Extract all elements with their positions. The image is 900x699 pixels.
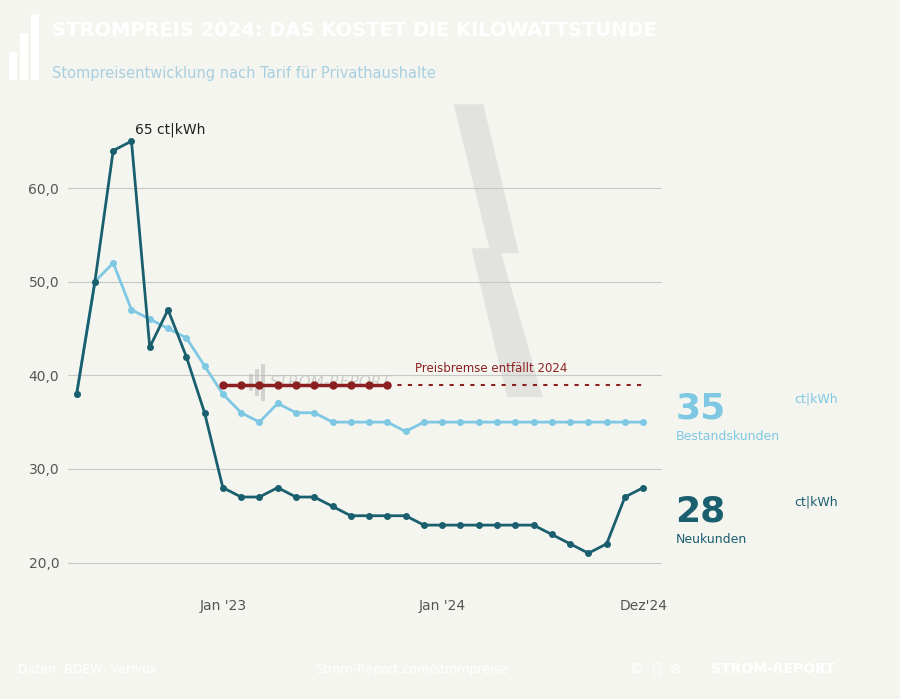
Text: 35: 35 (675, 391, 725, 425)
Text: STROM-REPORT: STROM-REPORT (269, 375, 392, 390)
Polygon shape (454, 104, 543, 397)
Text: STROMPREIS 2024: DAS KOSTET DIE KILOWATTSTUNDE: STROMPREIS 2024: DAS KOSTET DIE KILOWATT… (52, 21, 657, 40)
Text: Preisbremse entfällt 2024: Preisbremse entfällt 2024 (415, 362, 567, 375)
Text: ©  ⓘ  ⊜: © ⓘ ⊜ (630, 662, 681, 677)
Text: 65 ct|kWh: 65 ct|kWh (135, 122, 205, 136)
Bar (31, 14, 39, 80)
Text: Bestandskunden: Bestandskunden (675, 430, 779, 442)
Bar (20, 33, 28, 80)
Bar (255, 368, 259, 396)
Bar (261, 363, 265, 401)
Bar (9, 52, 17, 80)
Text: ct|kWh: ct|kWh (795, 495, 838, 508)
Text: Neukunden: Neukunden (675, 533, 747, 546)
Text: STROM-REPORT: STROM-REPORT (711, 662, 835, 677)
Text: Stompreisentwicklung nach Tarif für Privathaushalte: Stompreisentwicklung nach Tarif für Priv… (52, 66, 436, 81)
Text: Strom-Report.com/strompreise: Strom-Report.com/strompreise (315, 663, 508, 676)
Text: ct|kWh: ct|kWh (795, 392, 838, 405)
Bar (248, 373, 253, 391)
Text: Daten: BDEW, Verivox: Daten: BDEW, Verivox (18, 663, 157, 676)
Text: 28: 28 (675, 494, 725, 528)
